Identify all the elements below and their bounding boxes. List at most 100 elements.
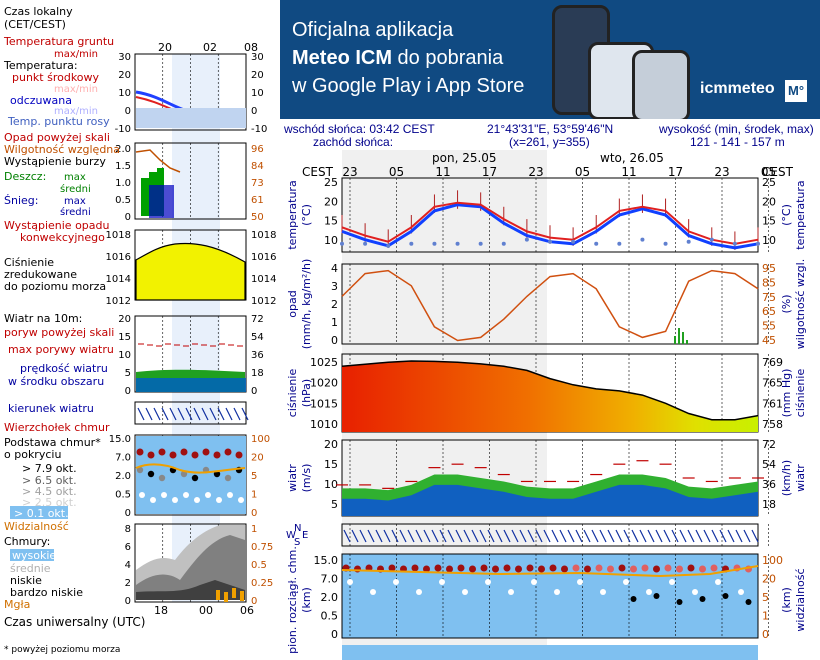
wind-arrow-icon: [447, 529, 455, 543]
legend-cloud-dot: [180, 470, 188, 478]
humidity-tick-right: 45: [762, 334, 776, 347]
temp-tick-left: 0: [125, 106, 131, 117]
legend-cloud-dot: [161, 492, 167, 498]
cb-tick-left: 7.0: [115, 453, 131, 464]
press-axis-label-right: ciśnienie: [794, 369, 807, 418]
cloud-dot-black: [676, 599, 683, 605]
sunrise-text: wschód słońca: 03:42 CEST: [284, 122, 435, 136]
clouds-label: Chmury:: [4, 535, 50, 548]
banner-line2-bold: Meteo ICM: [292, 47, 392, 69]
wind-arrow-icon: [375, 529, 383, 543]
wind-arrow-icon: [423, 529, 431, 543]
temp-tick-left: 30: [118, 52, 131, 63]
temp-maxmin-label: max/min: [54, 84, 98, 95]
elevation-values: 121 - 141 - 157 m: [690, 135, 785, 149]
cb-unit-label: (km): [300, 587, 313, 613]
hour-tick: 17: [668, 165, 683, 179]
coords-text: 21°43'31"E, 53°59'46"N: [487, 122, 614, 136]
dew-point-dot: [340, 241, 344, 246]
pressure-label-2: zredukowane: [4, 268, 77, 281]
dew-point-dot: [571, 239, 576, 244]
banner-line1: Oficjalna aplikacja: [292, 19, 454, 41]
temp-tick-right: 0: [251, 106, 257, 117]
legend-fog-bar: [224, 592, 228, 602]
dew-point-dot: [732, 241, 737, 246]
dew-point-dot: [548, 239, 552, 244]
wind-arrow-icon: [343, 529, 351, 543]
precip-axis-label: opad: [286, 290, 299, 317]
wind-tick-right: 36: [762, 478, 776, 491]
cloud-base-label-1: Podstawa chmur*: [4, 436, 101, 449]
wind-arrow-icon: [639, 529, 647, 543]
wind-speed-label-2: w środku obszaru: [8, 375, 104, 388]
wind-tick-right: 54: [762, 458, 776, 471]
feels-label: odczuwana: [10, 94, 72, 107]
wind-arrow-icon: [511, 529, 519, 543]
wind-arrow-icon: [751, 529, 759, 543]
legend-wind-core: [136, 378, 246, 392]
vis-tick-right: 5: [762, 591, 769, 604]
dew-point-dot: [455, 241, 460, 246]
wind-arrow-icon: [145, 407, 153, 421]
wind-arrow-icon: [367, 529, 375, 543]
cb-tick-left: 2.0: [115, 471, 131, 482]
cloud-dot-white: [554, 589, 560, 595]
legend-temp-fill: [136, 108, 246, 128]
clouds-tick-left: 2: [125, 578, 131, 589]
cloud-dot-white: [416, 589, 422, 595]
cloud-dot: [388, 564, 396, 572]
legend-visibility-line: [135, 463, 246, 474]
legend-cloud-dot: [172, 497, 178, 503]
wind-arrow-icon: [647, 529, 655, 543]
clouds-tick-right: 0.75: [251, 542, 273, 553]
cloud-dot: [664, 564, 672, 572]
wind-tick-right: 36: [251, 350, 264, 361]
wind-arrow-icon: [527, 529, 535, 543]
banner-text: Oficjalna aplikacja Meteo ICM do pobrani…: [292, 16, 524, 100]
cloud-dot: [641, 564, 649, 572]
snow-label: Śnieg:: [4, 194, 38, 207]
local-time-label: Czas lokalny: [4, 5, 73, 18]
dew-label: Temp. punktu rosy: [7, 115, 110, 128]
rain-label: Deszcz:: [4, 170, 46, 183]
legend-cloud-dot: [213, 451, 221, 459]
dew-point-dot: [363, 241, 368, 246]
cloud-dot-white: [646, 589, 652, 595]
legend-rain-bar: [141, 178, 149, 216]
icm-badge-icon: M°: [785, 80, 807, 102]
vis-tick-right: 100: [762, 554, 783, 567]
wind-tick-right: 18: [251, 368, 264, 379]
temp-tick-left: 10: [118, 88, 131, 99]
hour-tick: 05: [761, 165, 776, 179]
legend-cloud-dot: [169, 451, 177, 459]
wind-axis-label: wiatr: [286, 464, 299, 492]
wind-arrow-icon: [487, 529, 495, 543]
max-gust-label: max porywy wiatru: [8, 343, 114, 356]
visibility-label: Widzialność: [4, 520, 69, 533]
compass-w: W: [286, 530, 296, 541]
cloud-dot-white: [462, 589, 468, 595]
wind-arrow-icon: [655, 529, 663, 543]
legend-cloud-dot: [216, 497, 222, 503]
wind-arrow-icon: [679, 529, 687, 543]
hour-tick: 23: [528, 165, 543, 179]
cloud-top-label: Wierzchołek chmur: [4, 421, 110, 434]
date-label-1: pon, 25.05: [432, 151, 497, 165]
dew-point-dot: [501, 241, 506, 246]
phone-image-3: [632, 50, 690, 119]
cloud-dot: [526, 564, 534, 572]
press-axis-label: ciśnienie: [286, 369, 299, 418]
humidity-tick-right: 95: [762, 262, 776, 275]
sunset-text: zachód słońca:: [313, 135, 394, 149]
temp-tick-left: -10: [115, 124, 131, 135]
cloud-dot-white: [623, 579, 629, 585]
cloud-dot-white: [439, 579, 445, 585]
legend-cloud-dot: [147, 470, 155, 478]
press-tick-right: 1016: [251, 252, 276, 263]
press-unit-label: (hPa): [300, 379, 313, 407]
wind-arrow-icon: [519, 529, 527, 543]
cloud-dot: [434, 564, 442, 572]
wind-tick-left: 0: [125, 386, 131, 397]
wind-arrow-icon: [623, 529, 631, 543]
app-banner[interactable]: Oficjalna aplikacja Meteo ICM do pobrani…: [280, 0, 820, 119]
